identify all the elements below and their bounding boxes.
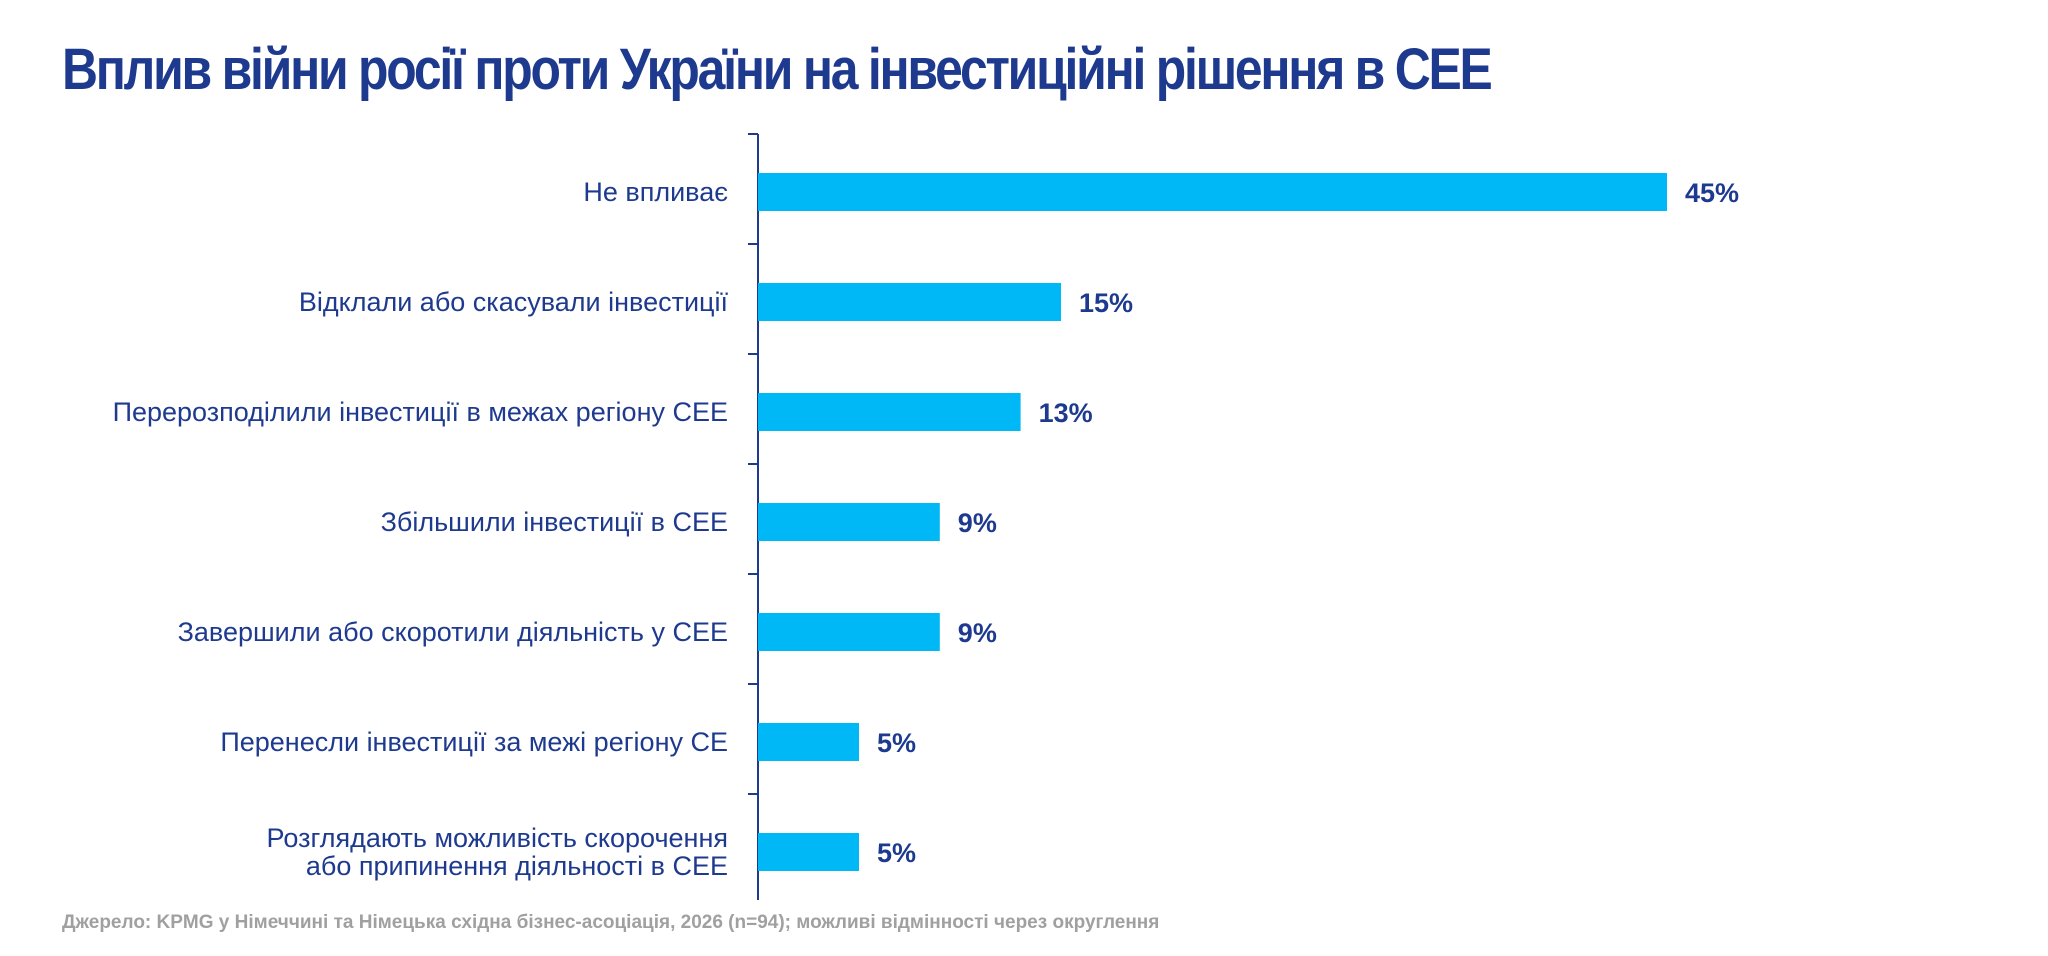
category-label: Перенесли інвестиції за межі регіону CE: [220, 727, 728, 757]
category-label: Не впливає: [583, 177, 728, 207]
bars: [758, 173, 1667, 871]
bar: [758, 503, 940, 541]
category-label: Завершили або скоротили діяльність у CEE: [178, 617, 728, 647]
value-label: 9%: [958, 618, 997, 648]
page-title: Вплив війни росії проти України на інвес…: [62, 37, 1493, 102]
value-label: 5%: [877, 728, 916, 758]
category-axis: [748, 133, 759, 900]
value-labels: 45% 15% 13% 9% 9% 5% 5%: [877, 178, 1739, 868]
bar: [758, 833, 859, 871]
value-label: 9%: [958, 508, 997, 538]
category-labels: Не впливає Відклали або скасували інвести…: [113, 177, 729, 881]
bar: [758, 613, 940, 651]
value-label: 13%: [1039, 398, 1093, 428]
bar: [758, 393, 1021, 431]
bar: [758, 173, 1667, 211]
source-note: Джерело: KPMG у Німеччині та Німецька сх…: [62, 912, 1160, 933]
bar: [758, 723, 859, 761]
category-label: Відклали або скасували інвестиції: [299, 287, 729, 317]
bar-chart: Не впливає Відклали або скасували інвести…: [113, 133, 1739, 900]
value-label: 45%: [1685, 178, 1739, 208]
value-label: 15%: [1079, 288, 1133, 318]
value-label: 5%: [877, 838, 916, 868]
bar: [758, 283, 1061, 321]
category-label: Розглядають можливість скорочення або при…: [267, 823, 728, 881]
category-label: Перерозподілили інвестиції в межах регіо…: [113, 397, 728, 427]
category-label: Збільшили інвестиції в CEE: [381, 507, 728, 537]
